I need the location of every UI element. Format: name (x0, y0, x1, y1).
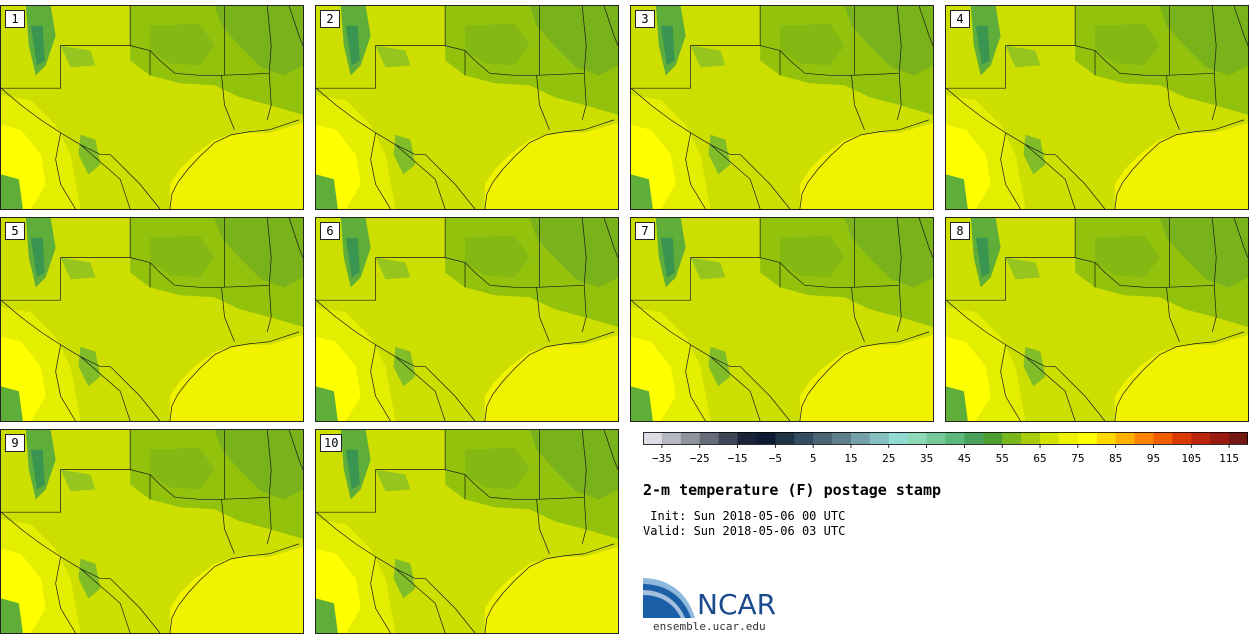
colorbar-tick-label: 35 (920, 452, 933, 465)
colorbar-swatch (983, 432, 1003, 444)
colorbar-swatch (926, 432, 946, 444)
colorbar-swatch (794, 432, 814, 444)
colorbar-swatch (1153, 432, 1173, 444)
colorbar-tick-label: −35 (652, 452, 672, 465)
temperature-map (1, 6, 303, 209)
colorbar-swatch (1096, 432, 1117, 444)
temperature-map (1, 218, 303, 421)
panel-number-label: 3 (635, 10, 655, 28)
colorbar-tick-label: 105 (1181, 452, 1201, 465)
ncar-logo-icon (643, 578, 695, 618)
panel-number-label: 5 (5, 222, 25, 240)
map-panel: 6 (315, 217, 619, 422)
map-panel: 9 (0, 429, 304, 634)
colorbar-swatch (850, 432, 871, 444)
colorbar-swatch (888, 432, 909, 444)
panel-number-label: 7 (635, 222, 655, 240)
map-panel: 10 (315, 429, 619, 634)
valid-time: Valid: Sun 2018-05-06 03 UTC (643, 524, 846, 538)
colorbar-swatch (1077, 432, 1098, 444)
temperature-map (316, 430, 618, 633)
temperature-map (316, 6, 618, 209)
colorbar-swatch (945, 432, 965, 444)
colorbar-tick-label: 45 (958, 452, 971, 465)
temperature-map (1, 430, 303, 633)
colorbar-swatch (1191, 432, 1211, 444)
colorbar-tick-label: −25 (690, 452, 710, 465)
colorbar-border (643, 432, 1248, 445)
temperature-colorbar: −35 −25 −15 −5 5 15 25 35 45 55 65 75 85 95 105 115 (643, 432, 1248, 465)
panel-number-label: 1 (5, 10, 25, 28)
map-panel: 1 (0, 5, 304, 210)
colorbar-tick-label: −5 (769, 452, 782, 465)
colorbar-tick-label: 55 (996, 452, 1009, 465)
colorbar-tick-label: 15 (844, 452, 857, 465)
colorbar-swatch (737, 432, 757, 444)
map-panel: 8 (945, 217, 1249, 422)
panel-number-label: 2 (320, 10, 340, 28)
colorbar-swatch (1172, 432, 1192, 444)
map-panel: 7 (630, 217, 934, 422)
panel-number-label: 6 (320, 222, 340, 240)
colorbar-swatch (907, 432, 928, 444)
chart-title: 2-m temperature (F) postage stamp (643, 481, 942, 499)
panel-number-label: 8 (950, 222, 970, 240)
site-url: ensemble.ucar.edu (653, 620, 766, 633)
ncar-logo-text: NCAR (697, 588, 777, 621)
colorbar-tick-label: 85 (1109, 452, 1122, 465)
map-panel: 3 (630, 5, 934, 210)
colorbar-swatch (813, 432, 833, 444)
colorbar-swatch (964, 432, 984, 444)
colorbar-tick-label: −15 (728, 452, 748, 465)
panel-number-label: 9 (5, 434, 25, 452)
map-panel: 2 (315, 5, 619, 210)
temperature-map (946, 6, 1248, 209)
colorbar-tick-label: 75 (1071, 452, 1084, 465)
colorbar-swatch (775, 432, 795, 444)
colorbar-swatch (756, 432, 776, 444)
map-panel: 5 (0, 217, 304, 422)
colorbar-swatch (1058, 432, 1079, 444)
colorbar-tick-label: 115 (1219, 452, 1239, 465)
panel-number-label: 10 (320, 434, 343, 452)
temperature-map (946, 218, 1248, 421)
colorbar-swatch (699, 432, 720, 444)
colorbar-tick-label: 5 (810, 452, 817, 465)
colorbar-swatch (718, 432, 739, 444)
temperature-map (631, 6, 933, 209)
map-panel: 4 (945, 5, 1249, 210)
panel-number-label: 4 (950, 10, 970, 28)
colorbar-swatch (1210, 432, 1230, 444)
temperature-map (316, 218, 618, 421)
colorbar-swatch (832, 432, 852, 444)
colorbar-swatch (869, 432, 890, 444)
temperature-map (631, 218, 933, 421)
colorbar-swatch (1229, 432, 1248, 444)
colorbar-tick-label: 25 (882, 452, 895, 465)
colorbar-swatch (680, 432, 701, 444)
colorbar-swatch (1021, 432, 1041, 444)
colorbar-swatch (1002, 432, 1022, 444)
colorbar-swatch (1115, 432, 1136, 444)
colorbar-swatch (1040, 432, 1060, 444)
colorbar-swatch (1134, 432, 1154, 444)
colorbar-swatch (643, 432, 663, 444)
colorbar-tick-label: 95 (1147, 452, 1160, 465)
colorbar-swatch (661, 432, 682, 444)
colorbar-tick-label: 65 (1033, 452, 1046, 465)
init-time: Init: Sun 2018-05-06 00 UTC (643, 509, 846, 523)
